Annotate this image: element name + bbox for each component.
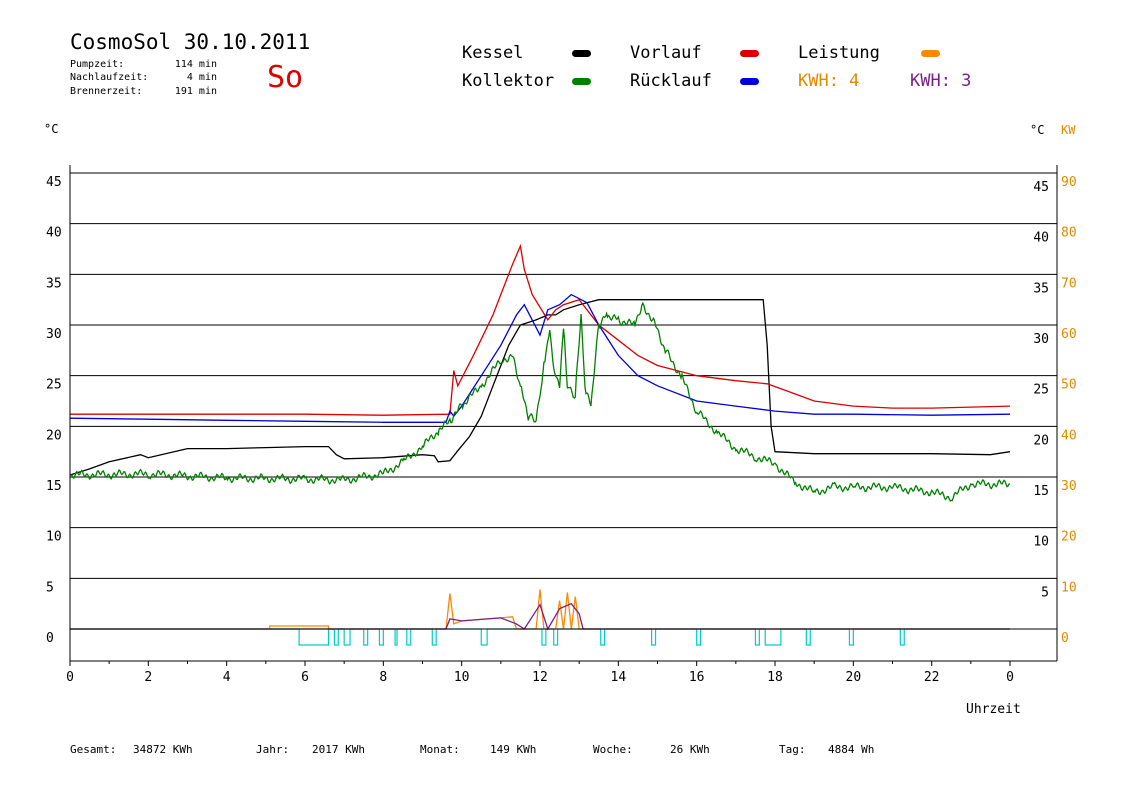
footer-label-monat: Monat:: [420, 743, 460, 756]
stat-label-pumpzeit: Pumpzeit:: [70, 59, 125, 70]
legend-label-kollektor: Kollektor: [462, 71, 555, 91]
legend-label-leistung: Leistung: [798, 43, 880, 63]
y-tick-label-right: 25: [1033, 383, 1049, 398]
y-tick-label-left: 20: [46, 428, 62, 443]
y-tick-label-left: 15: [46, 479, 62, 494]
legend-swatch-leistung: [921, 50, 940, 57]
y-tick-label-left: 10: [46, 530, 62, 545]
legend-label-kwh-2: KWH: 3: [910, 71, 972, 91]
y-tick-label-left: 35: [46, 276, 62, 291]
series-lines: [69, 243, 1011, 631]
legend-swatch-vorlauf: [740, 50, 759, 57]
y-tick-label-kw: 50: [1061, 378, 1077, 393]
grid-lines: [70, 172, 1057, 579]
y-tick-label-kw: 80: [1061, 226, 1077, 241]
x-tick-label: 12: [532, 670, 548, 685]
x-tick-label: 18: [767, 670, 783, 685]
series-line-kwh-3: [70, 602, 1010, 631]
y-tick-label-left: 0: [46, 631, 54, 646]
chart-title: CosmoSol 30.10.2011: [70, 30, 311, 54]
weekday-label: So: [267, 60, 304, 95]
y-tick-label-kw: 10: [1061, 580, 1077, 595]
y-tick-label-right: 20: [1033, 433, 1049, 448]
y-tick-label-kw: 70: [1061, 276, 1077, 291]
footer-label-jahr: Jahr:: [256, 743, 290, 756]
x-tick-label: 0: [1006, 670, 1014, 685]
series-line-r-cklauf: [69, 293, 1011, 423]
x-tick-label: 4: [223, 670, 231, 685]
left-axis-unit: °C: [44, 122, 59, 136]
y-tick-label-left: 5: [46, 580, 54, 595]
tick-labels: 0 2 4 6 8 10 12 14 16 18 20 22 005101520253035404551…: [46, 175, 1077, 685]
x-axis-label: Uhrzeit: [966, 702, 1021, 717]
legend-label-kessel: Kessel: [462, 43, 524, 63]
x-tick-label: 6: [301, 670, 309, 685]
footer-value-tag: 4884 Wh: [828, 743, 875, 756]
y-tick-label-left: 30: [46, 327, 62, 342]
x-tick-label: 8: [379, 670, 387, 685]
footer-value-gesamt: 34872 KWh: [133, 743, 193, 756]
series-line-vorlauf: [70, 243, 1011, 416]
stat-label-nachlaufzeit: Nachlaufzeit:: [70, 72, 149, 83]
y-tick-label-kw: 30: [1061, 479, 1077, 494]
legend-swatch-ruecklauf: [740, 78, 759, 85]
x-tick-label: 10: [454, 670, 470, 685]
y-tick-label-kw: 0: [1061, 631, 1069, 646]
stat-value-brennerzeit: 191 min: [174, 86, 217, 97]
x-tick-label: 22: [924, 670, 940, 685]
footer-label-tag: Tag:: [779, 743, 806, 756]
x-tick-label: 0: [66, 670, 74, 685]
footer-value-woche: 26 KWh: [670, 743, 710, 756]
footer-value-monat: 149 KWh: [490, 743, 537, 756]
y-tick-label-kw: 20: [1061, 530, 1077, 545]
y-tick-label-right: 10: [1033, 535, 1049, 550]
legend-label-vorlauf: Vorlauf: [630, 43, 702, 63]
y-tick-label-right: 15: [1033, 484, 1049, 499]
stat-value-pumpzeit: 114 min: [174, 59, 217, 70]
footer-label-woche: Woche:: [593, 743, 633, 756]
legend-swatch-kessel: [572, 50, 591, 57]
x-tick-label: 16: [689, 670, 705, 685]
y-tick-label-left: 45: [46, 175, 62, 190]
y-tick-label-right: 40: [1033, 231, 1049, 246]
y-tick-label-right: 45: [1033, 180, 1049, 195]
footer-label-gesamt: Gesamt:: [70, 743, 117, 756]
stat-value-nachlaufzeit: 4 min: [186, 72, 217, 83]
series-pumpe: [70, 628, 1010, 646]
x-tick-label: 14: [611, 670, 627, 685]
legend-label-kwh-1: KWH: 4: [798, 71, 860, 91]
y-tick-label-kw: 40: [1061, 428, 1077, 443]
y-tick-label-left: 25: [46, 378, 62, 393]
y-tick-label-right: 35: [1033, 281, 1049, 296]
series-line-kollektor: [70, 301, 1011, 502]
x-tick-label: 20: [846, 670, 862, 685]
footer-value-jahr: 2017 KWh: [312, 743, 365, 756]
legend-swatch-kollektor: [572, 78, 591, 85]
legend-label-ruecklauf: Rücklauf: [630, 71, 712, 91]
y-tick-label-right: 30: [1033, 332, 1049, 347]
right-axis-unit: °C: [1030, 123, 1045, 137]
series-line-pumpe: [70, 628, 1010, 646]
series-line-kessel: [69, 299, 1011, 476]
y-tick-label-kw: 90: [1061, 175, 1077, 190]
y-tick-label-right: 5: [1041, 585, 1049, 600]
stat-label-brennerzeit: Brennerzeit:: [70, 86, 143, 97]
series-line-leistung: [70, 589, 1010, 630]
axes: [69, 165, 1058, 666]
y-tick-label-left: 40: [46, 226, 62, 241]
y-tick-label-kw: 60: [1061, 327, 1077, 342]
right-axis-unit-kw: KW: [1061, 123, 1076, 137]
x-tick-label: 2: [144, 670, 152, 685]
